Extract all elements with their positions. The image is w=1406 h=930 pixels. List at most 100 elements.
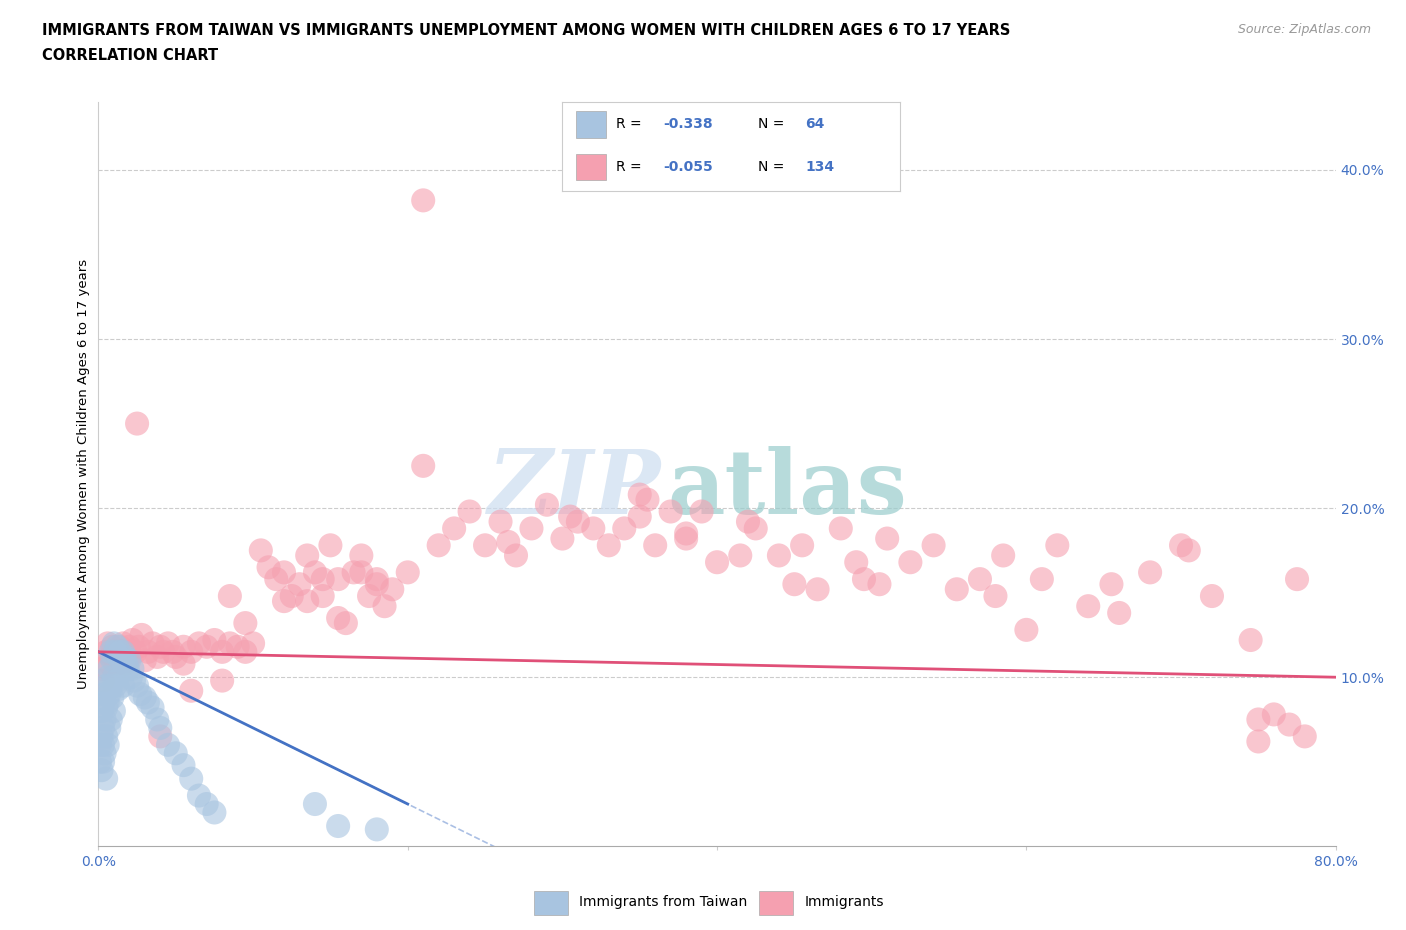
Point: [520, 521, 543, 536]
Point: [659, 504, 682, 519]
Point: [129, 686, 152, 701]
Point: [984, 589, 1007, 604]
Point: [489, 514, 512, 529]
Point: [104, 644, 127, 659]
Point: [142, 700, 165, 715]
Point: [675, 526, 697, 541]
Point: [97, 636, 120, 651]
Point: [157, 636, 180, 651]
Point: [598, 538, 620, 552]
Point: [312, 589, 335, 604]
Point: [96, 771, 118, 786]
Point: [173, 639, 195, 654]
Point: [946, 582, 969, 597]
Point: [900, 555, 922, 570]
Point: [96, 700, 118, 715]
Point: [381, 582, 404, 597]
Text: N =: N =: [758, 117, 789, 131]
Point: [326, 611, 350, 626]
Point: [98, 721, 121, 736]
Point: [121, 661, 143, 676]
Text: ZIP: ZIP: [488, 445, 661, 533]
Point: [1178, 543, 1201, 558]
Point: [226, 639, 249, 654]
Point: [628, 509, 651, 524]
Point: [1247, 734, 1270, 749]
Point: [93, 686, 115, 701]
Point: [869, 577, 891, 591]
Point: [96, 729, 118, 744]
Point: [304, 797, 326, 812]
Point: [443, 521, 465, 536]
Point: [1240, 632, 1263, 647]
Point: [195, 639, 218, 654]
Text: R =: R =: [616, 117, 647, 131]
Point: [98, 657, 121, 671]
Point: [173, 758, 195, 773]
Point: [134, 653, 156, 668]
Point: [350, 548, 373, 563]
Point: [98, 661, 121, 676]
Point: [852, 572, 875, 587]
Point: [505, 548, 527, 563]
Point: [180, 684, 202, 698]
Point: [1031, 572, 1053, 587]
Bar: [576, 153, 606, 180]
Point: [117, 661, 139, 676]
Point: [993, 548, 1015, 563]
Point: [128, 639, 150, 654]
Text: CORRELATION CHART: CORRELATION CHART: [42, 48, 218, 63]
Point: [366, 577, 388, 591]
Point: [1201, 589, 1223, 604]
Point: [180, 771, 202, 786]
Point: [211, 673, 233, 688]
Text: 64: 64: [806, 117, 825, 131]
Y-axis label: Unemployment Among Women with Children Ages 6 to 17 years: Unemployment Among Women with Children A…: [77, 259, 90, 689]
Point: [100, 644, 122, 659]
Point: [783, 577, 806, 591]
Point: [90, 729, 112, 744]
Point: [730, 548, 752, 563]
Point: [922, 538, 945, 552]
Point: [101, 639, 124, 654]
Point: [180, 644, 202, 659]
Point: [89, 754, 111, 769]
Point: [319, 538, 342, 552]
Point: [90, 763, 112, 777]
Point: [98, 686, 121, 701]
Point: [118, 639, 141, 654]
Point: [498, 535, 520, 550]
Point: [644, 538, 666, 552]
Point: [104, 644, 127, 659]
Point: [1139, 565, 1161, 579]
Point: [969, 572, 991, 587]
Point: [412, 458, 434, 473]
Point: [112, 636, 135, 651]
Text: IMMIGRANTS FROM TAIWAN VS IMMIGRANTS UNEMPLOYMENT AMONG WOMEN WITH CHILDREN AGES: IMMIGRANTS FROM TAIWAN VS IMMIGRANTS UNE…: [42, 23, 1011, 38]
Point: [103, 653, 125, 668]
Point: [114, 657, 136, 671]
Point: [91, 721, 114, 736]
Point: [219, 589, 242, 604]
Point: [103, 704, 125, 719]
Point: [273, 565, 295, 579]
Point: [675, 531, 697, 546]
Point: [91, 695, 114, 710]
Point: [297, 548, 319, 563]
Point: [297, 593, 319, 608]
Point: [96, 678, 118, 693]
Point: [281, 589, 304, 604]
Point: [312, 572, 335, 587]
Point: [103, 670, 125, 684]
Point: [165, 746, 187, 761]
Point: [100, 649, 122, 664]
Point: [357, 589, 380, 604]
Point: [104, 678, 127, 693]
Point: [120, 670, 142, 684]
Bar: [534, 891, 568, 915]
Point: [101, 690, 124, 705]
Text: -0.055: -0.055: [664, 160, 713, 174]
Point: [90, 661, 112, 676]
Point: [536, 498, 558, 512]
Point: [366, 572, 388, 587]
